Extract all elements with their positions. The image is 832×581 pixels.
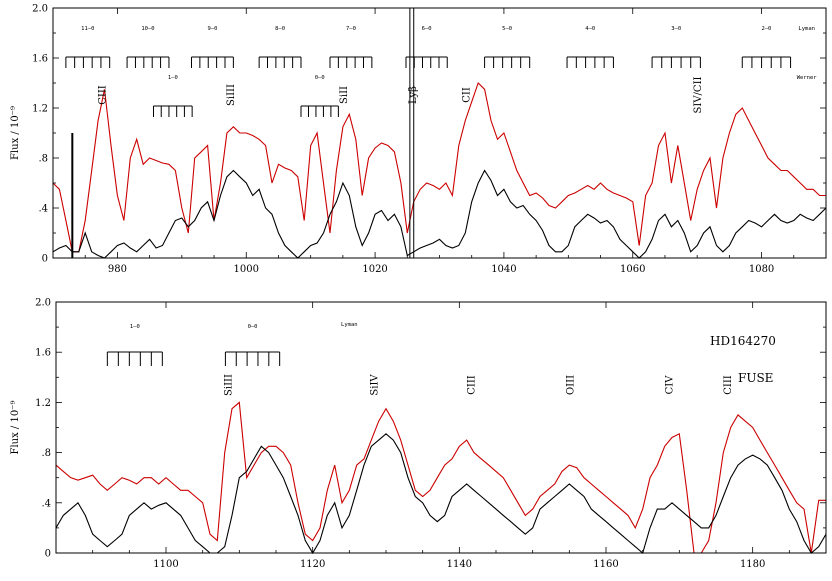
band-label: 4–0	[585, 26, 595, 32]
ion-label: SIV/CII	[693, 76, 704, 113]
ion-label: SiIII	[224, 374, 235, 396]
y-tick-label: 1.2	[35, 398, 51, 409]
band-label: 10–0	[141, 26, 154, 32]
ion-label: CIII	[723, 375, 734, 395]
x-tick-label: 1180	[740, 559, 765, 570]
x-tick-label: 1100	[153, 559, 178, 570]
instrument-name: FUSE	[738, 371, 773, 385]
ion-label: CII	[461, 87, 472, 103]
band-label: 5–0	[502, 26, 512, 32]
series-label: Werner	[797, 75, 818, 81]
band-label: 3–0	[671, 26, 681, 32]
y-tick-label: .8	[41, 448, 51, 459]
x-tick-label: 1140	[447, 559, 472, 570]
series-line-observed	[55, 433, 827, 555]
ion-label: CIII	[97, 85, 108, 105]
y-tick-label: 1.2	[32, 104, 48, 115]
y-tick-label: .4	[38, 204, 48, 215]
band-label: 2–0	[761, 26, 771, 32]
band-label: 11–0	[81, 26, 94, 32]
y-tick-label: .4	[41, 498, 51, 509]
y-tick-label: .8	[38, 154, 48, 165]
band-label: 6–0	[422, 26, 432, 32]
ion-label: OIII	[565, 375, 576, 395]
bottom-spectrum-panel: 1100 1120 1140 1160 1180 0 .4 .8 1.2 1.6 2.0 Flux /…	[10, 298, 827, 570]
y-tick-label: 1.6	[32, 54, 48, 65]
y-tick-label: 2.0	[35, 298, 51, 309]
ion-label: SiII	[339, 86, 350, 104]
y-tick-label: 2.0	[32, 4, 48, 15]
x-tick-label: 1060	[620, 264, 645, 275]
x-tick-label: 1020	[362, 264, 387, 275]
band-label: 9–0	[207, 26, 217, 32]
x-tick-label: 1040	[491, 264, 516, 275]
y-axis-label: Flux / 10⁻⁹	[10, 106, 21, 160]
series-line-model	[52, 81, 826, 253]
x-tick-label: 1000	[234, 264, 259, 275]
y-tick-label: 0	[42, 254, 48, 265]
band-label: 0–0	[315, 75, 325, 81]
band-label: 1–0	[130, 324, 140, 330]
band-label: 0–0	[248, 324, 258, 330]
top-spectrum-panel: 980 1000 1020 1040 1060 1080 0 .4 .8 1.2 1.6 2.0 Flu…	[10, 4, 827, 275]
band-label: 8–0	[275, 26, 285, 32]
series-label: Lyman	[798, 26, 815, 32]
ion-label: CIII	[466, 375, 477, 395]
ion-label: CIV	[664, 375, 675, 395]
y-tick-label: 0	[45, 549, 51, 560]
x-tick-label: 1160	[593, 559, 618, 570]
band-label: 1–0	[168, 75, 178, 81]
series-line-model	[55, 401, 826, 554]
plot-frame	[52, 7, 827, 259]
series-label: Lyman	[341, 322, 358, 328]
y-tick-label: 1.6	[35, 348, 51, 359]
x-tick-label: 1080	[749, 264, 774, 275]
series-line-observed	[52, 169, 827, 259]
ion-label: SiIII	[226, 84, 237, 106]
x-tick-label: 1120	[300, 559, 325, 570]
star-name: HD164270	[710, 334, 776, 348]
ion-label: SiIV	[370, 374, 381, 396]
x-tick-label: 980	[108, 264, 127, 275]
y-axis-label: Flux / 10⁻⁹	[10, 401, 21, 455]
band-label: 7–0	[346, 26, 356, 32]
